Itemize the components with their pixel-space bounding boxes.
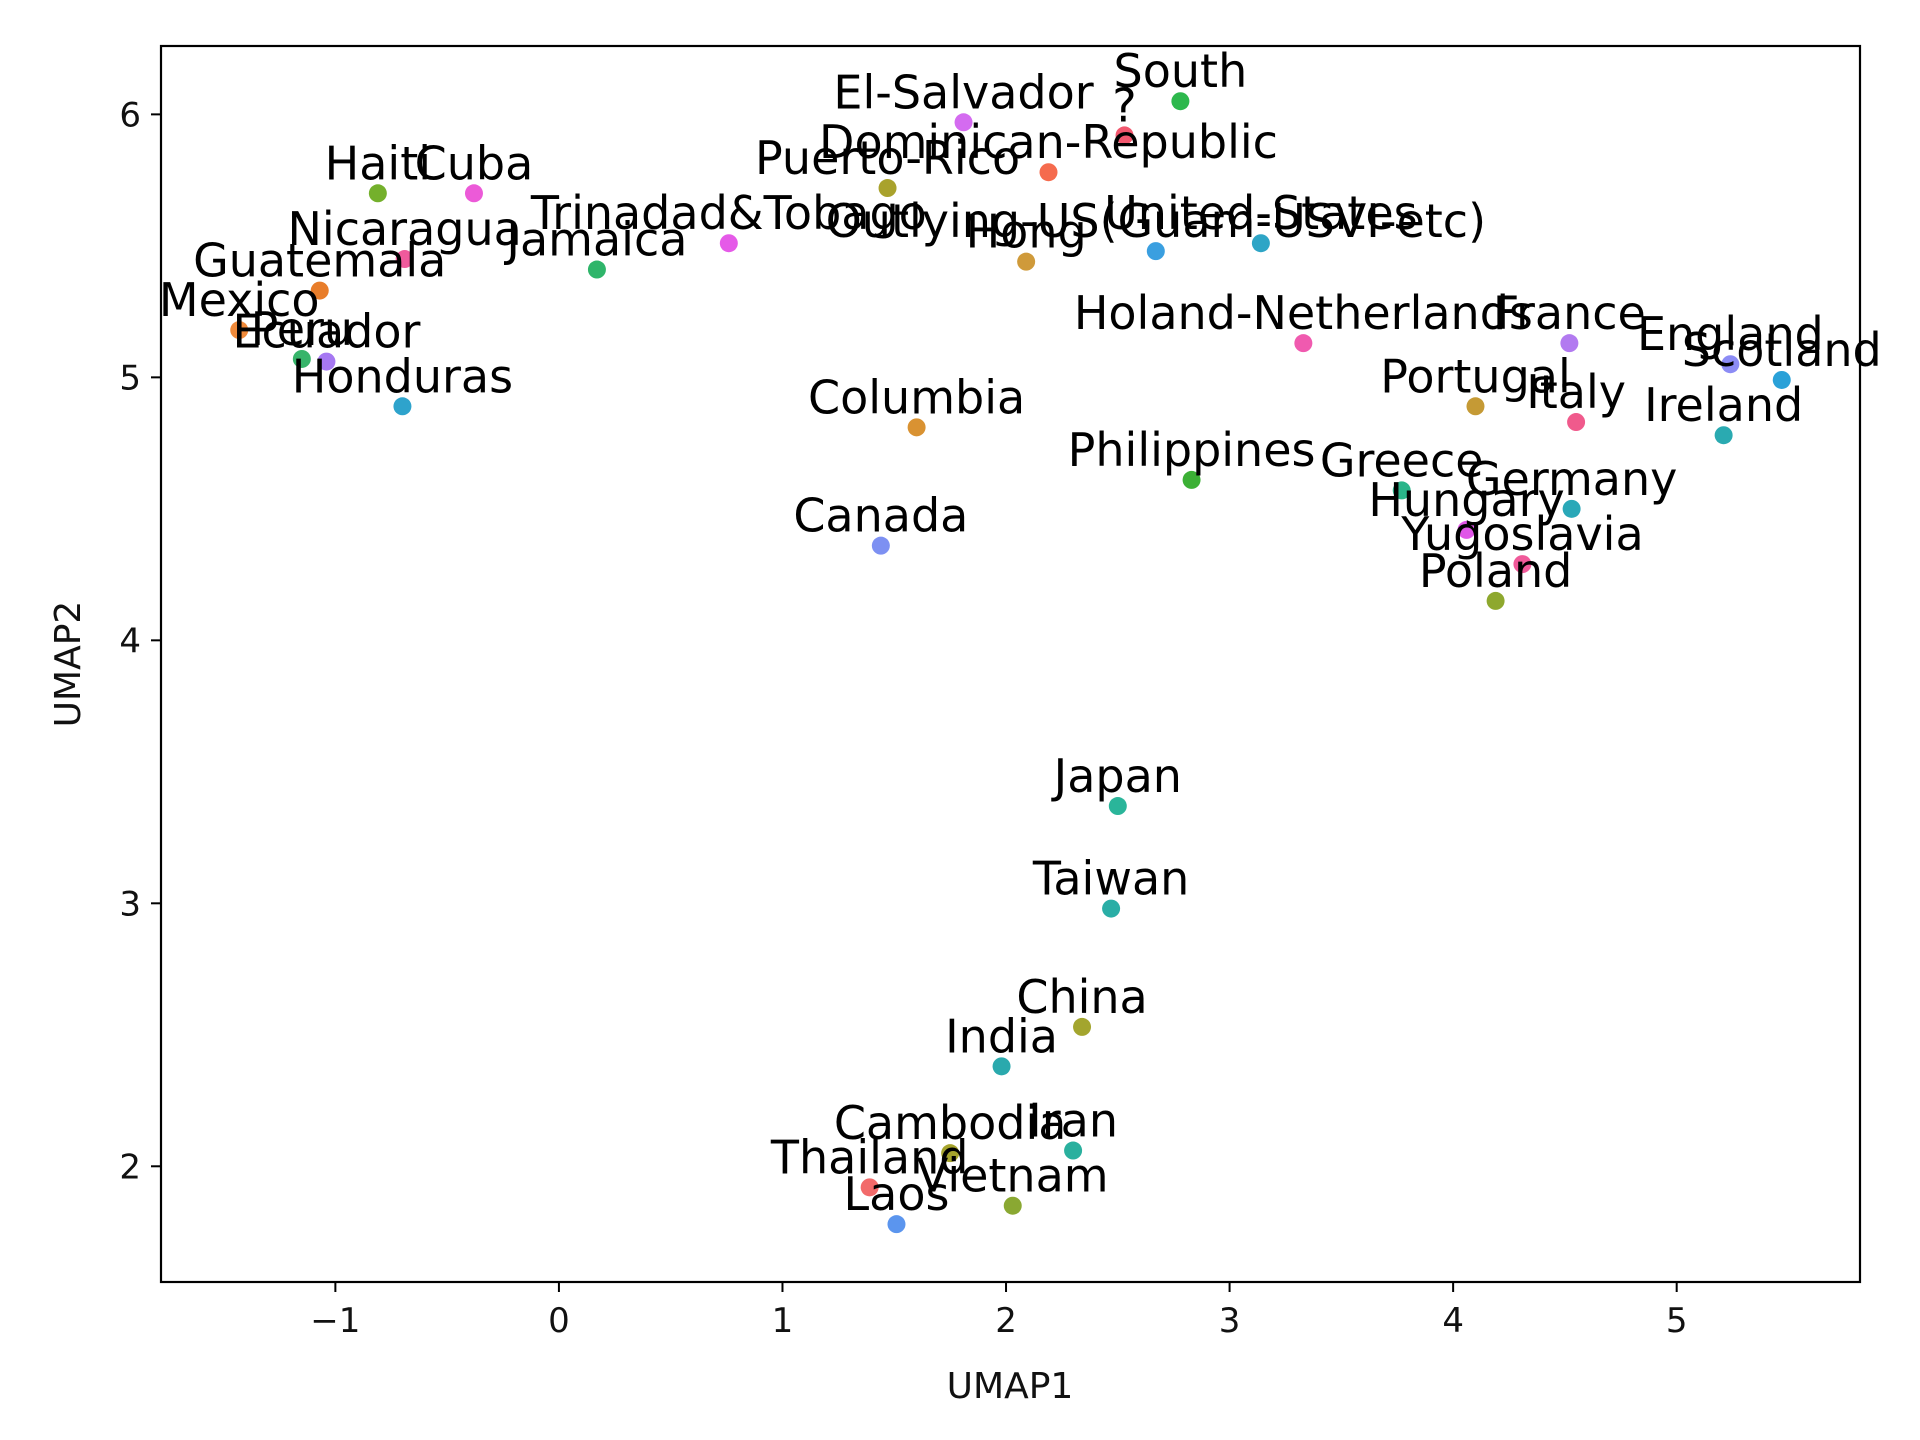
point-label: El-Salvador (833, 65, 1093, 119)
x-tick-label: −1 (310, 1301, 360, 1341)
point-label: Taiwan (1032, 852, 1189, 906)
y-tick-label: 3 (119, 884, 141, 924)
point-label: Hong (966, 205, 1087, 259)
y-tick-label: 6 (119, 95, 141, 135)
point-label: Columbia (808, 370, 1025, 424)
point-label: Outlying-US(Guam-USVI-etc) (826, 194, 1486, 248)
x-tick-label: 4 (1442, 1301, 1464, 1341)
y-tick-label: 5 (119, 358, 141, 398)
x-tick-label: 1 (772, 1301, 794, 1341)
point-label: Japan (1051, 749, 1182, 803)
point-label: Cuba (415, 136, 534, 190)
y-axis-ticks: 2 3 4 5 6 (119, 95, 161, 1187)
point-label: India (945, 1009, 1058, 1063)
point-label: Canada (793, 489, 968, 543)
x-axis-label: UMAP1 (947, 1366, 1074, 1407)
x-tick-label: 5 (1666, 1301, 1688, 1341)
point-label: Laos (844, 1167, 950, 1221)
point-label: Ireland (1644, 378, 1803, 432)
point-label: Italy (1526, 365, 1626, 419)
point-label: Holand-Netherlands (1074, 286, 1533, 340)
y-axis-label: UMAP2 (48, 601, 89, 728)
x-tick-label: 2 (995, 1301, 1017, 1341)
point-labels: South El-Salvador ?Dominican-RepublicPuert… (159, 44, 1882, 1221)
point-label: Philippines (1068, 423, 1316, 477)
y-tick-label: 4 (119, 621, 141, 661)
y-tick-label: 2 (119, 1147, 141, 1187)
point-label: Jamaica (503, 213, 687, 267)
x-axis-ticks: −1 0 1 2 3 4 5 (310, 1282, 1687, 1341)
point-label: Honduras (292, 349, 513, 403)
point-label: Poland (1419, 544, 1573, 598)
point-label: Puerto-Rico (755, 131, 1020, 185)
point-label: Scotland (1682, 323, 1882, 377)
point-label: France (1493, 286, 1646, 340)
x-tick-label: 3 (1219, 1301, 1241, 1341)
x-tick-label: 0 (548, 1301, 570, 1341)
